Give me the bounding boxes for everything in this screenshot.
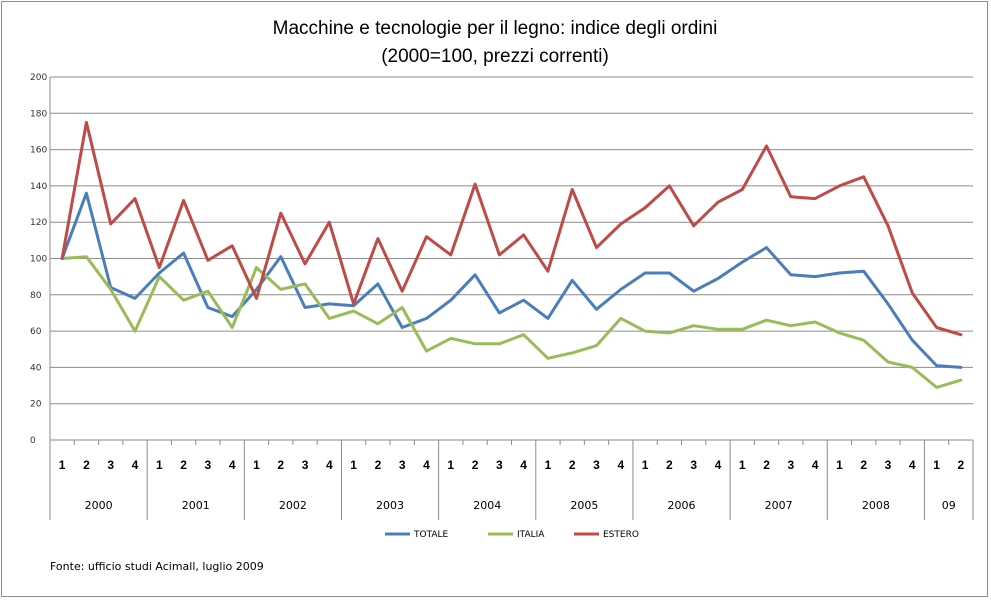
quarter-label: 2: [958, 458, 965, 472]
quarter-label: 1: [933, 458, 940, 472]
quarter-label: 2: [83, 458, 90, 472]
y-tick-label: 60: [30, 327, 42, 337]
quarter-label: 2: [375, 458, 382, 472]
year-label: 2006: [668, 499, 696, 512]
quarter-label: 4: [229, 458, 236, 472]
y-tick-label: 120: [30, 218, 47, 228]
y-tick-label: 160: [30, 146, 47, 156]
quarter-label: 2: [569, 458, 576, 472]
year-label: 2000: [85, 499, 113, 512]
quarter-label: 2: [666, 458, 673, 472]
y-tick-label: 0: [30, 436, 36, 446]
quarter-label: 3: [205, 458, 212, 472]
series-line-estero: [60, 120, 963, 337]
year-label: 2008: [862, 499, 890, 512]
quarter-label: 3: [787, 458, 794, 472]
quarter-label: 4: [617, 458, 624, 472]
legend-label-estero: ESTERO: [603, 530, 639, 540]
gridlines: [49, 76, 973, 441]
quarter-label: 1: [447, 458, 454, 472]
quarter-label: 1: [59, 458, 66, 472]
y-tick-label: 180: [30, 109, 47, 119]
y-tick-label: 80: [30, 291, 42, 301]
legend-label-italia: ITALIA: [517, 530, 545, 540]
quarter-label: 3: [302, 458, 309, 472]
quarter-label: 2: [860, 458, 867, 472]
quarter-label: 1: [836, 458, 843, 472]
quarter-label: 4: [326, 458, 333, 472]
year-label: 2005: [570, 499, 598, 512]
source-note: Fonte: ufficio studi Acimall, luglio 200…: [50, 560, 264, 573]
quarter-label: 2: [763, 458, 770, 472]
quarter-label: 1: [253, 458, 260, 472]
y-tick-label: 40: [30, 363, 42, 373]
y-tick-label: 140: [30, 182, 47, 192]
year-label: 2007: [765, 499, 793, 512]
series-line-totale: [60, 191, 963, 369]
quarter-label: 3: [885, 458, 892, 472]
quarter-label: 4: [520, 458, 527, 472]
y-tick-label: 100: [30, 255, 47, 265]
quarter-label: 1: [350, 458, 357, 472]
quarter-label: 3: [593, 458, 600, 472]
quarter-label: 1: [156, 458, 163, 472]
legend: TOTALE ITALIA ESTERO: [385, 530, 639, 540]
quarter-label: 3: [399, 458, 406, 472]
quarter-label: 4: [423, 458, 430, 472]
year-label: 2002: [279, 499, 307, 512]
y-tick-label: 200: [30, 73, 47, 83]
x-axis: 1 2 3 4 1 2 3 4 1 2 3 4 1 2 3 4 1 2 3 4 1 2 3 4 1 2 3 4 1 2 3 4 1 2 3 4 1 220…: [49, 440, 974, 520]
quarter-label: 2: [277, 458, 284, 472]
chart-subtitle: (2000=100, prezzi correnti): [381, 46, 609, 67]
quarter-label: 1: [642, 458, 649, 472]
quarter-label: 2: [472, 458, 479, 472]
quarter-label: 3: [690, 458, 697, 472]
y-axis-ticks: 0 20 40 60 80 100 120 140 160 180 200: [30, 73, 47, 446]
series-line-italia: [60, 255, 963, 389]
year-label: 2004: [473, 499, 501, 512]
quarter-label: 4: [909, 458, 916, 472]
year-label: 2001: [182, 499, 210, 512]
quarter-label: 1: [739, 458, 746, 472]
y-tick-label: 20: [30, 400, 42, 410]
year-label: 2003: [376, 499, 404, 512]
quarter-label: 4: [812, 458, 819, 472]
year-label: 09: [942, 499, 956, 512]
quarter-label: 1: [545, 458, 552, 472]
chart-title: Macchine e tecnologie per il legno: indi…: [273, 18, 718, 39]
quarter-label: 2: [180, 458, 187, 472]
quarter-label: 3: [107, 458, 114, 472]
quarter-label: 3: [496, 458, 503, 472]
series-lines: [60, 120, 963, 389]
quarter-label: 4: [132, 458, 139, 472]
quarter-label: 4: [715, 458, 722, 472]
legend-label-totale: TOTALE: [413, 530, 449, 540]
